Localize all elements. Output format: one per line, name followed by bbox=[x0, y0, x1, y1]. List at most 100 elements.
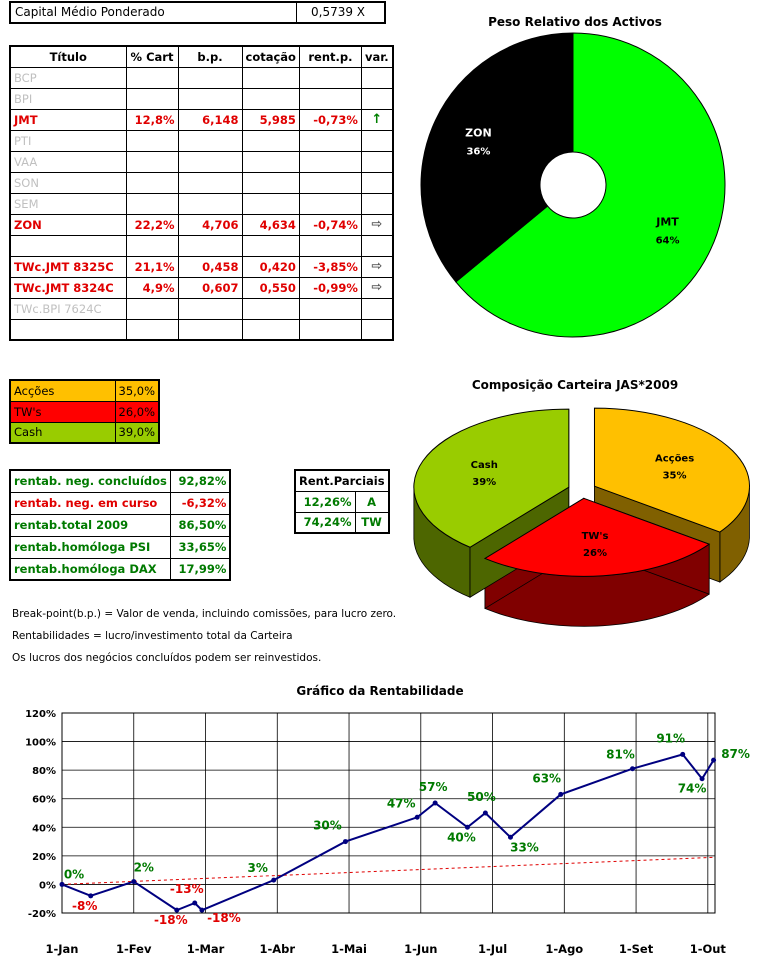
var-arrow-icon: ⇨ bbox=[360, 276, 394, 299]
pie1-label: ZON bbox=[465, 127, 492, 140]
data-label: 30% bbox=[313, 819, 342, 833]
parciais-header: Rent.Parciais bbox=[294, 469, 390, 492]
rentab-line bbox=[61, 753, 715, 912]
holdings-header-row: Título % Cart b.p. cotação rent.p. var. bbox=[9, 45, 394, 68]
data-point bbox=[464, 824, 470, 830]
y-tick-label: 60% bbox=[32, 795, 56, 806]
x-tick-label: 1-Out bbox=[690, 942, 727, 956]
cell-cotacao bbox=[241, 129, 300, 152]
cell-cart bbox=[125, 66, 179, 89]
cell-cart bbox=[125, 297, 179, 320]
data-label: 74% bbox=[678, 782, 707, 796]
pie2-label: Acções bbox=[655, 454, 694, 465]
allocation-value: 39,0% bbox=[114, 421, 160, 444]
rentab-row: rentab.homóloga DAX 17,99% bbox=[9, 557, 231, 581]
holdings-row: BCP bbox=[9, 66, 394, 89]
cell-bp bbox=[177, 87, 243, 110]
cell-rent bbox=[298, 318, 362, 341]
y-tick-label: 20% bbox=[32, 852, 56, 863]
cell-rent bbox=[298, 192, 362, 215]
pie1-value-label: 36% bbox=[466, 147, 490, 158]
parciais-table: Rent.Parciais 12,26% A 74,24% TW bbox=[294, 469, 390, 534]
data-point bbox=[482, 810, 488, 816]
pie2-value-label: 35% bbox=[663, 471, 687, 482]
cell-cotacao bbox=[241, 66, 300, 89]
var-arrow-icon bbox=[360, 150, 394, 173]
parciais-row: 74,24% TW bbox=[294, 511, 390, 534]
allocation-label: Acções bbox=[9, 379, 116, 402]
holdings-row: VAA bbox=[9, 150, 394, 173]
holdings-row: TWc.JMT 8324C 4,9% 0,607 0,550 -0,99% ⇨ bbox=[9, 276, 394, 299]
cell-titulo: BCP bbox=[9, 66, 127, 89]
var-arrow-icon bbox=[360, 318, 394, 341]
note-rentabilidades: Rentabilidades = lucro/investimento tota… bbox=[12, 630, 293, 642]
pie2-slice-1 bbox=[483, 497, 711, 577]
var-arrow-icon bbox=[360, 87, 394, 110]
rentab-value: 92,82% bbox=[169, 469, 231, 493]
var-arrow-icon bbox=[360, 66, 394, 89]
parciais-tag: TW bbox=[354, 511, 390, 534]
data-point bbox=[199, 907, 205, 913]
x-tick-label: 1-Ago bbox=[545, 942, 583, 956]
allocation-row: Acções 35,0% bbox=[9, 379, 160, 402]
col-var: var. bbox=[360, 45, 394, 68]
holdings-row: PTI bbox=[9, 129, 394, 152]
cell-titulo: TWc.JMT 8325C bbox=[9, 255, 127, 278]
cell-cart bbox=[125, 192, 179, 215]
plot-area bbox=[61, 712, 716, 914]
cell-cotacao bbox=[241, 318, 300, 341]
var-arrow-icon bbox=[360, 129, 394, 152]
pie1-value-label: 64% bbox=[656, 235, 680, 246]
pie2-label: Cash bbox=[471, 460, 498, 471]
cell-rent bbox=[298, 297, 362, 320]
rentab-table: rentab. neg. concluídos 92,82% rentab. neg… bbox=[9, 469, 232, 581]
cell-rent bbox=[298, 150, 362, 173]
cell-bp bbox=[177, 150, 243, 173]
rentab-label: rentab.total 2009 bbox=[9, 513, 171, 537]
rentab-label: rentab.homóloga DAX bbox=[9, 557, 171, 581]
data-point bbox=[342, 839, 348, 845]
parciais-value: 74,24% bbox=[294, 511, 356, 534]
data-point bbox=[414, 814, 420, 820]
cell-cotacao bbox=[241, 297, 300, 320]
parciais-row: 12,26% A bbox=[294, 490, 390, 513]
rentab-row: rentab.total 2009 86,50% bbox=[9, 513, 231, 537]
cell-rent: -0,73% bbox=[298, 108, 362, 131]
data-label: 91% bbox=[656, 731, 685, 745]
data-label: 0% bbox=[64, 867, 84, 881]
cell-titulo: JMT bbox=[9, 108, 127, 131]
holdings-table: Título % Cart b.p. cotação rent.p. var. … bbox=[9, 45, 394, 341]
cell-titulo: ZON bbox=[9, 213, 127, 236]
parciais-value: 12,26% bbox=[294, 490, 356, 513]
x-tick-label: 1-Mai bbox=[331, 942, 367, 956]
parciais-header-row: Rent.Parciais bbox=[294, 469, 390, 492]
var-arrow-icon bbox=[360, 171, 394, 194]
pie1-label: JMT bbox=[655, 215, 679, 228]
pie2-value-label: 26% bbox=[583, 548, 607, 559]
cell-bp bbox=[177, 318, 243, 341]
allocation-row: TW's 26,0% bbox=[9, 400, 160, 423]
data-point bbox=[432, 800, 438, 806]
pie1-slice-jmt bbox=[455, 32, 726, 338]
cell-bp bbox=[177, 171, 243, 194]
y-tick-label: 40% bbox=[32, 823, 56, 834]
cell-bp: 0,458 bbox=[177, 255, 243, 278]
cell-cart: 21,1% bbox=[125, 255, 179, 278]
allocation-table: Acções 35,0% TW's 26,0% Cash 39,0% bbox=[9, 379, 161, 444]
line-title: Gráfico da Rentabilidade bbox=[296, 684, 464, 698]
y-tick-label: 80% bbox=[32, 766, 56, 777]
pie2-slice-0 bbox=[593, 407, 750, 533]
col-cart: % Cart bbox=[125, 45, 179, 68]
data-label: 57% bbox=[419, 780, 448, 794]
holdings-row: SEM bbox=[9, 192, 394, 215]
y-tick-label: 120% bbox=[25, 709, 56, 720]
pie1-title: Peso Relativo dos Activos bbox=[488, 15, 662, 29]
pie1-slice-zon bbox=[420, 32, 574, 283]
rentab-row: rentab. neg. concluídos 92,82% bbox=[9, 469, 231, 493]
cell-cart bbox=[125, 129, 179, 152]
allocation-label: Cash bbox=[9, 421, 116, 444]
pie1-chart: JMT 64% ZON 36% bbox=[420, 32, 726, 338]
cell-rent bbox=[298, 66, 362, 89]
cell-bp bbox=[177, 66, 243, 89]
data-label: -18% bbox=[154, 913, 188, 927]
